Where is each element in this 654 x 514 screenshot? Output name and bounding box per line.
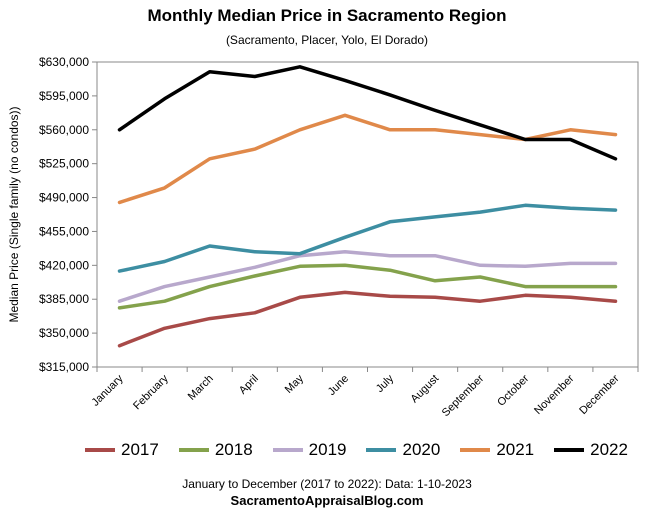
legend-swatch [272,448,303,452]
legend-item-2020: 2020 [366,440,440,460]
legend-item-2019: 2019 [272,440,347,460]
y-axis-label: Median Price (Single family (no condos)) [7,106,21,322]
series-line-2019 [117,250,618,303]
legend-swatch [85,448,115,452]
legend-swatch [554,448,585,452]
series-line-2022 [117,65,618,161]
x-tick-label: March [186,373,216,403]
y-tick-label: $420,000 [39,258,89,272]
x-tick-label: June [326,373,351,398]
chart-subtitle: (Sacramento, Placer, Yolo, El Dorado) [225,33,429,47]
x-tick-label: April [237,373,261,397]
plot-area [96,61,639,368]
y-tick-label: $490,000 [39,191,89,205]
y-tick-label: $595,000 [39,89,89,103]
series-line-2017 [117,290,618,348]
x-tick-label: July [374,372,397,395]
legend-swatch [366,448,397,452]
y-tick-label: $630,000 [39,55,89,69]
y-tick-label: $385,000 [39,292,89,306]
chart-title: Monthly Median Price in Sacramento Regio… [147,6,507,25]
legend-item-2022: 2022 [554,440,628,460]
legend-label: 2022 [590,440,628,459]
legend-swatch [460,448,491,452]
y-tick-label: $560,000 [39,123,89,137]
footer-site: SacramentoAppraisalBlog.com [230,493,424,508]
legend-item-2018: 2018 [178,440,253,460]
x-tick-label: October [495,372,531,408]
line-chart: $315,000 $350,000 $385,000 $420,000 $455,000… [7,55,639,419]
legend-label: 2017 [121,440,159,459]
legend-item-2017: 2017 [85,440,159,460]
legend-label: 2018 [214,440,253,459]
legend-label: 2021 [496,440,535,459]
x-tick-label: February [131,372,171,412]
x-tick-label: November [532,372,577,417]
series-line-2018 [117,263,618,310]
x-tick-label: December [577,372,622,417]
legend-item-2021: 2021 [460,440,534,460]
legend-label: 2020 [402,440,441,459]
x-tick-label: September [440,372,487,419]
legend-label: 2019 [308,440,347,459]
series-line-2020 [117,203,618,273]
y-tick-label: $350,000 [39,326,89,340]
x-tick-label: August [409,373,442,406]
footer-note: January to December (2017 to 2022): Data… [182,477,472,491]
series-line-2021 [117,113,618,205]
x-tick-label: January [90,372,127,409]
y-tick-label: $525,000 [39,157,89,171]
y-tick-label: $455,000 [39,224,89,238]
y-tick-label: $315,000 [39,360,89,374]
x-tick-label: May [283,372,307,396]
chart-legend: 2017 2018 2019 2020 2021 2022 [85,438,645,462]
legend-swatch [178,448,209,452]
